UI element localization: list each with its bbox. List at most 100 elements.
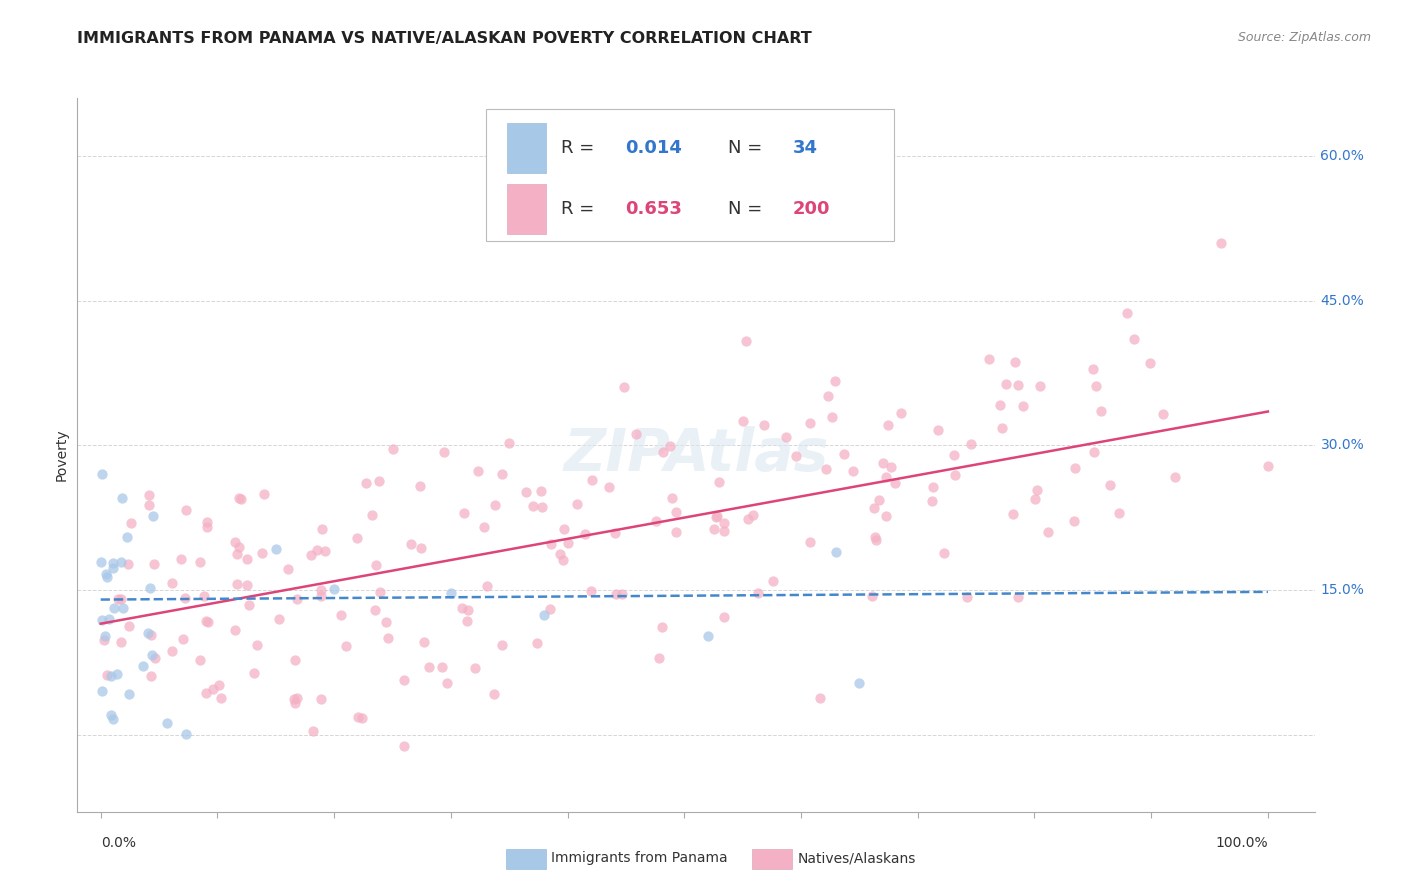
- Point: [863, 530, 886, 544]
- Point: [557, 535, 579, 549]
- Point: [450, 601, 472, 615]
- Point: [624, 427, 647, 442]
- Point: [665, 505, 688, 519]
- Point: [377, 631, 399, 645]
- Point: [1001, 507, 1024, 521]
- Point: [651, 620, 673, 634]
- Point: [118, 687, 141, 701]
- Point: [943, 467, 966, 482]
- Point: [209, 691, 232, 706]
- Point: [603, 526, 626, 541]
- Point: [236, 551, 259, 566]
- Point: [707, 475, 730, 490]
- Text: 15.0%: 15.0%: [1320, 583, 1364, 597]
- Point: [430, 660, 453, 674]
- Point: [1024, 491, 1046, 506]
- Point: [142, 508, 165, 523]
- Point: [323, 582, 346, 597]
- Point: [735, 334, 758, 348]
- Point: [484, 498, 506, 512]
- Point: [752, 418, 775, 433]
- Text: ZIPAtlas: ZIPAtlas: [564, 426, 828, 483]
- Point: [138, 488, 160, 502]
- Point: [335, 639, 357, 653]
- Text: N =: N =: [728, 200, 768, 218]
- Point: [101, 712, 124, 726]
- Point: [526, 636, 548, 650]
- Text: 34: 34: [793, 139, 817, 157]
- Point: [91, 467, 114, 482]
- Point: [94, 567, 117, 582]
- Point: [1007, 590, 1029, 604]
- Point: [110, 635, 132, 649]
- Point: [890, 406, 912, 420]
- Point: [96, 667, 118, 681]
- Point: [932, 546, 955, 560]
- Point: [195, 515, 218, 529]
- Point: [250, 546, 273, 560]
- Point: [364, 558, 387, 573]
- Point: [775, 430, 797, 444]
- Text: 200: 200: [793, 200, 830, 218]
- Point: [453, 506, 475, 520]
- Point: [1004, 355, 1026, 369]
- Point: [208, 678, 231, 692]
- Text: R =: R =: [561, 139, 600, 157]
- Point: [160, 575, 183, 590]
- Point: [842, 464, 865, 478]
- Point: [522, 499, 544, 513]
- Point: [252, 487, 274, 501]
- Point: [713, 516, 735, 530]
- Point: [287, 591, 309, 606]
- Point: [960, 437, 983, 451]
- Point: [139, 669, 162, 683]
- Point: [553, 522, 575, 536]
- Point: [927, 423, 949, 437]
- Point: [363, 603, 385, 617]
- Point: [173, 591, 195, 605]
- Point: [498, 436, 520, 450]
- Point: [418, 659, 440, 673]
- Text: 60.0%: 60.0%: [1320, 149, 1364, 163]
- Point: [354, 476, 377, 491]
- Point: [394, 739, 416, 753]
- Point: [613, 380, 636, 394]
- Point: [785, 449, 807, 463]
- Point: [194, 614, 217, 628]
- Point: [747, 586, 769, 600]
- Text: 0.014: 0.014: [626, 139, 682, 157]
- Point: [742, 508, 765, 522]
- Point: [879, 459, 901, 474]
- Point: [285, 690, 308, 705]
- Point: [821, 410, 844, 425]
- Point: [118, 618, 141, 632]
- Point: [1164, 470, 1187, 484]
- Point: [703, 522, 725, 536]
- Point: [1007, 378, 1029, 392]
- Point: [381, 442, 404, 457]
- Point: [228, 540, 250, 554]
- Point: [311, 692, 333, 706]
- Point: [875, 470, 897, 484]
- Point: [977, 352, 1000, 367]
- Point: [433, 445, 456, 459]
- Point: [551, 553, 574, 567]
- Point: [612, 587, 634, 601]
- Point: [162, 644, 184, 658]
- Point: [224, 535, 246, 549]
- Point: [472, 520, 495, 534]
- Point: [1115, 306, 1137, 320]
- Point: [314, 543, 336, 558]
- Point: [367, 475, 389, 489]
- Point: [202, 681, 225, 696]
- Point: [865, 533, 887, 548]
- Point: [229, 491, 252, 506]
- Point: [799, 417, 821, 431]
- Point: [411, 541, 433, 555]
- Point: [264, 541, 287, 556]
- Point: [103, 601, 125, 615]
- Point: [101, 556, 124, 570]
- Point: [412, 635, 434, 649]
- Point: [224, 623, 246, 637]
- Point: [737, 512, 759, 526]
